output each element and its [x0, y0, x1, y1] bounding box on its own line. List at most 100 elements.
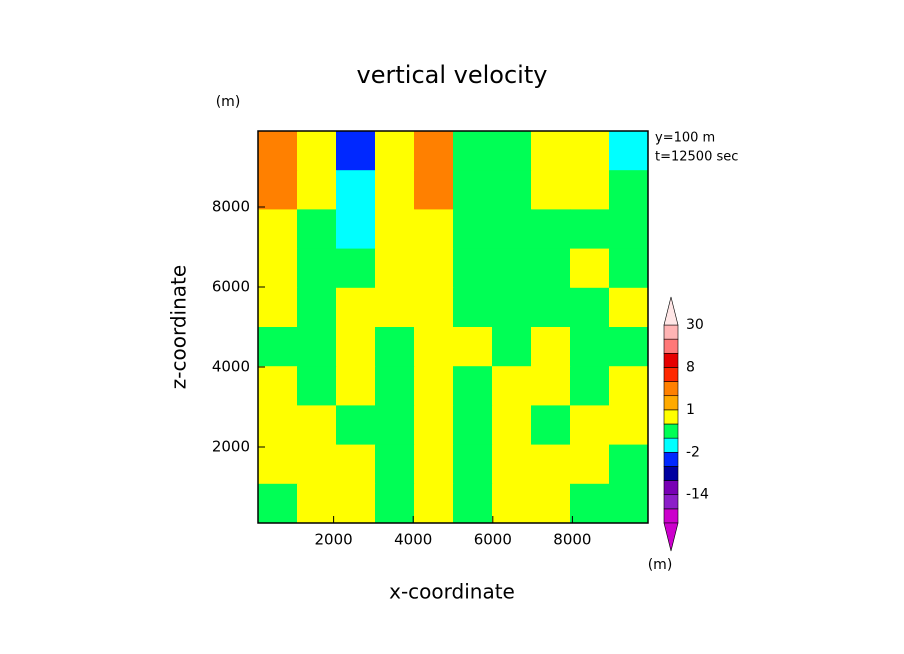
- y-tick-label: 2000: [212, 438, 250, 456]
- colorbar-segment: [663, 324, 679, 340]
- colorbar-segment: [663, 480, 679, 496]
- contour-cell: [375, 327, 415, 367]
- annotation: y=100 m: [655, 131, 715, 146]
- contour-cell: [570, 287, 610, 328]
- colorbar-label: 1: [686, 402, 695, 418]
- contour-cell: [609, 444, 649, 485]
- colorbar-segment: [663, 508, 679, 524]
- contour-cell: [336, 483, 376, 524]
- contour-cell: [531, 170, 571, 210]
- contour-cell: [609, 287, 649, 328]
- contour-cell: [336, 131, 376, 171]
- colorbar-segment: [663, 423, 679, 439]
- contour-cell: [375, 405, 415, 446]
- contour-cell: [492, 327, 532, 367]
- contour-cell: [414, 366, 454, 406]
- contour-cell: [492, 209, 532, 250]
- colorbar-segment: [663, 395, 679, 411]
- contour-cell: [492, 131, 532, 171]
- contour-cell: [336, 170, 376, 210]
- contour-cell: [297, 327, 337, 367]
- contour-cell: [375, 248, 415, 289]
- contour-cell: [297, 366, 337, 406]
- colorbar-segment: [663, 494, 679, 510]
- contour-cell: [297, 483, 337, 524]
- contour-cell: [375, 170, 415, 210]
- colorbar-segment: [663, 338, 679, 354]
- contour-cell: [258, 209, 298, 250]
- contour-cell: [414, 170, 454, 210]
- contour-cell: [570, 131, 610, 171]
- contour-cell: [531, 444, 571, 485]
- contour-cell: [570, 444, 610, 485]
- x-tick-label: 6000: [474, 531, 512, 549]
- contour-cell: [570, 170, 610, 210]
- contour-cell: [570, 327, 610, 367]
- contour-cell: [375, 483, 415, 524]
- contour-cell: [453, 405, 493, 446]
- y-tick-label: 6000: [212, 278, 250, 296]
- contour-cell: [492, 170, 532, 210]
- contour-cell: [258, 405, 298, 446]
- contour-cell: [258, 131, 298, 171]
- colorbar-unit: (m): [648, 557, 673, 573]
- contour-cell: [531, 366, 571, 406]
- contour-cell: [375, 131, 415, 171]
- contour-cell: [492, 366, 532, 406]
- contour-cell: [570, 483, 610, 524]
- colorbar-label: -2: [686, 444, 700, 460]
- contour-cell: [414, 248, 454, 289]
- contour-cell: [258, 327, 298, 367]
- contour-cell: [375, 209, 415, 250]
- contour-cell: [531, 327, 571, 367]
- y-tick-label: 8000: [212, 198, 250, 216]
- colorbar-segment: [663, 381, 679, 397]
- contour-cell: [453, 131, 493, 171]
- x-tick-label: 8000: [553, 531, 591, 549]
- colorbar-label: 8: [686, 359, 695, 375]
- contour-cell: [375, 444, 415, 485]
- contour-cell: [453, 483, 493, 524]
- contour-cell: [336, 444, 376, 485]
- contour-cell: [336, 248, 376, 289]
- contour-cell: [414, 209, 454, 250]
- contour-cell: [297, 405, 337, 446]
- contour-cell: [297, 131, 337, 171]
- plot-frame: [257, 130, 649, 524]
- contour-cell: [336, 405, 376, 446]
- contour-cell: [609, 170, 649, 210]
- contour-cell: [453, 287, 493, 328]
- contour-cell: [609, 405, 649, 446]
- contour-cell: [258, 444, 298, 485]
- contour-cell: [609, 248, 649, 289]
- contour-cell: [258, 248, 298, 289]
- contour-cell: [414, 287, 454, 328]
- contour-cell: [570, 248, 610, 289]
- contour-cell: [570, 366, 610, 406]
- chart-title: vertical velocity: [357, 61, 548, 89]
- y-unit: (m): [216, 94, 241, 110]
- contour-cell: [570, 209, 610, 250]
- contour-cell: [531, 287, 571, 328]
- contour-cell: [297, 170, 337, 210]
- contour-cell: [336, 366, 376, 406]
- x-tick-label: 2000: [315, 531, 353, 549]
- contour-cell: [375, 287, 415, 328]
- x-tick-label: 4000: [394, 531, 432, 549]
- contour-cell: [375, 366, 415, 406]
- contour-cell: [258, 366, 298, 406]
- contour-cell: [336, 327, 376, 367]
- colorbar-label: 30: [686, 317, 704, 333]
- contour-cell: [492, 405, 532, 446]
- contour-cell: [609, 327, 649, 367]
- x-axis-label: x-coordinate: [389, 580, 515, 604]
- contour-cell: [492, 248, 532, 289]
- contour-cell: [453, 444, 493, 485]
- contour-cell: [531, 131, 571, 171]
- contour-cell: [453, 209, 493, 250]
- contour-cell: [492, 444, 532, 485]
- contour-cell: [609, 209, 649, 250]
- colorbar-segment: [663, 409, 679, 425]
